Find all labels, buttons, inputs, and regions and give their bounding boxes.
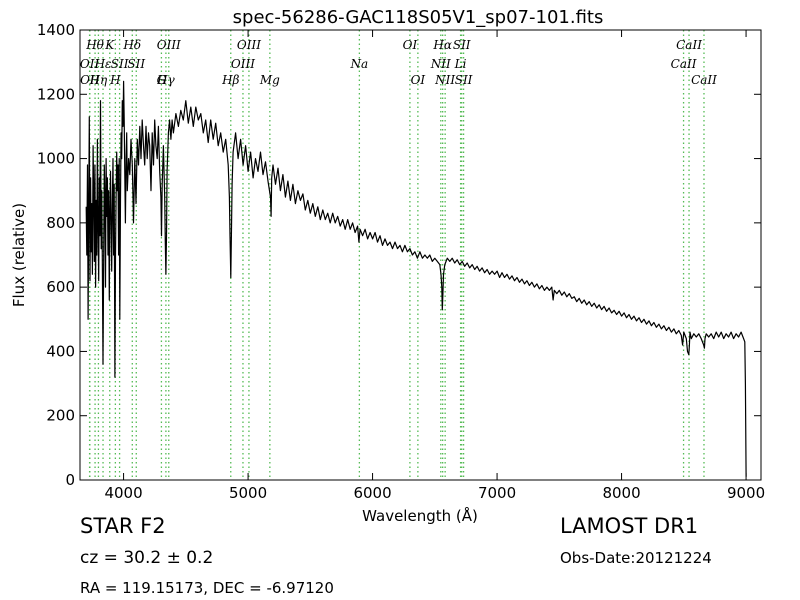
line-marker-label: NII — [434, 73, 455, 87]
plot-frame — [79, 29, 762, 481]
line-marker-label: OII — [80, 57, 100, 71]
line-marker-label: H — [109, 73, 121, 87]
line-marker-label: Hη — [89, 73, 108, 87]
y-tick-label: 400 — [46, 342, 75, 360]
line-marker-label: OIII — [231, 57, 255, 71]
line-marker-label: G — [157, 73, 167, 87]
y-tick-label: 0 — [65, 471, 75, 489]
x-tick-label: 9000 — [727, 484, 765, 502]
line-marker-label: CaII — [676, 38, 702, 52]
line-marker-label: OI — [403, 38, 418, 52]
line-marker-label: Li — [454, 57, 467, 71]
line-marker-label: CaII — [671, 57, 697, 71]
y-axis-ticks: 0 200 400 600 800 1000 1200 1400 — [37, 21, 761, 489]
line-marker-label: CaII — [691, 73, 717, 87]
line-marker-labels: OII OII Hθ Hη Hε K H SII Hδ SII GHγ OIII Hβ OIII OIII M… — [80, 38, 717, 87]
x-tick-label: 8000 — [602, 484, 640, 502]
y-tick-label: 600 — [46, 278, 75, 296]
line-marker-label: Na — [350, 57, 369, 71]
line-marker-label: SII — [455, 73, 473, 87]
spectrum-line — [85, 80, 747, 477]
line-marker-label: Hε — [94, 57, 112, 71]
line-marker-label: SII — [111, 57, 129, 71]
y-tick-label: 1000 — [37, 150, 75, 168]
x-axis-ticks: 4000 5000 6000 7000 8000 9000 — [104, 30, 765, 502]
line-marker-label: SII — [127, 57, 145, 71]
line-marker-label: Hδ — [122, 38, 141, 52]
x-tick-label: 5000 — [229, 484, 267, 502]
y-tick-label: 800 — [46, 214, 75, 232]
survey-label: LAMOST DR1 — [560, 514, 699, 538]
line-marker-label: SII — [453, 38, 471, 52]
chart-title: spec-56286-GAC118S05V1_sp07-101.fits — [233, 7, 604, 28]
redshift-label: cz = 30.2 ± 0.2 — [80, 548, 214, 568]
x-tick-label: 4000 — [104, 484, 142, 502]
y-axis-label: Flux (relative) — [10, 203, 28, 307]
line-marker-label: OI — [411, 73, 426, 87]
classification-label: STAR F2 — [80, 514, 166, 538]
line-marker-label: Hγ — [156, 73, 175, 87]
obs-date-label: Obs-Date:20121224 — [560, 549, 712, 567]
line-marker-label: Hθ — [85, 38, 104, 52]
x-axis-label: Wavelength (Å) — [362, 506, 478, 525]
y-tick-label: 200 — [46, 407, 75, 425]
line-marker-label: Hα — [432, 38, 452, 52]
line-marker-label: NII — [430, 57, 451, 71]
x-tick-label: 7000 — [478, 484, 516, 502]
y-tick-label: 1400 — [37, 21, 75, 39]
x-tick-label: 6000 — [353, 484, 391, 502]
line-marker-label: OII — [80, 73, 100, 87]
y-tick-label: 1200 — [37, 85, 75, 103]
coordinates-label: RA = 119.15173, DEC = -6.97120 — [80, 579, 334, 597]
line-marker-label: Mg — [259, 73, 280, 87]
line-marker-label: OIII — [237, 38, 261, 52]
line-marker-label: Hβ — [221, 73, 239, 87]
line-marker-label: OIII — [157, 38, 181, 52]
line-marker-label: K — [104, 38, 115, 52]
line-markers — [88, 30, 705, 480]
